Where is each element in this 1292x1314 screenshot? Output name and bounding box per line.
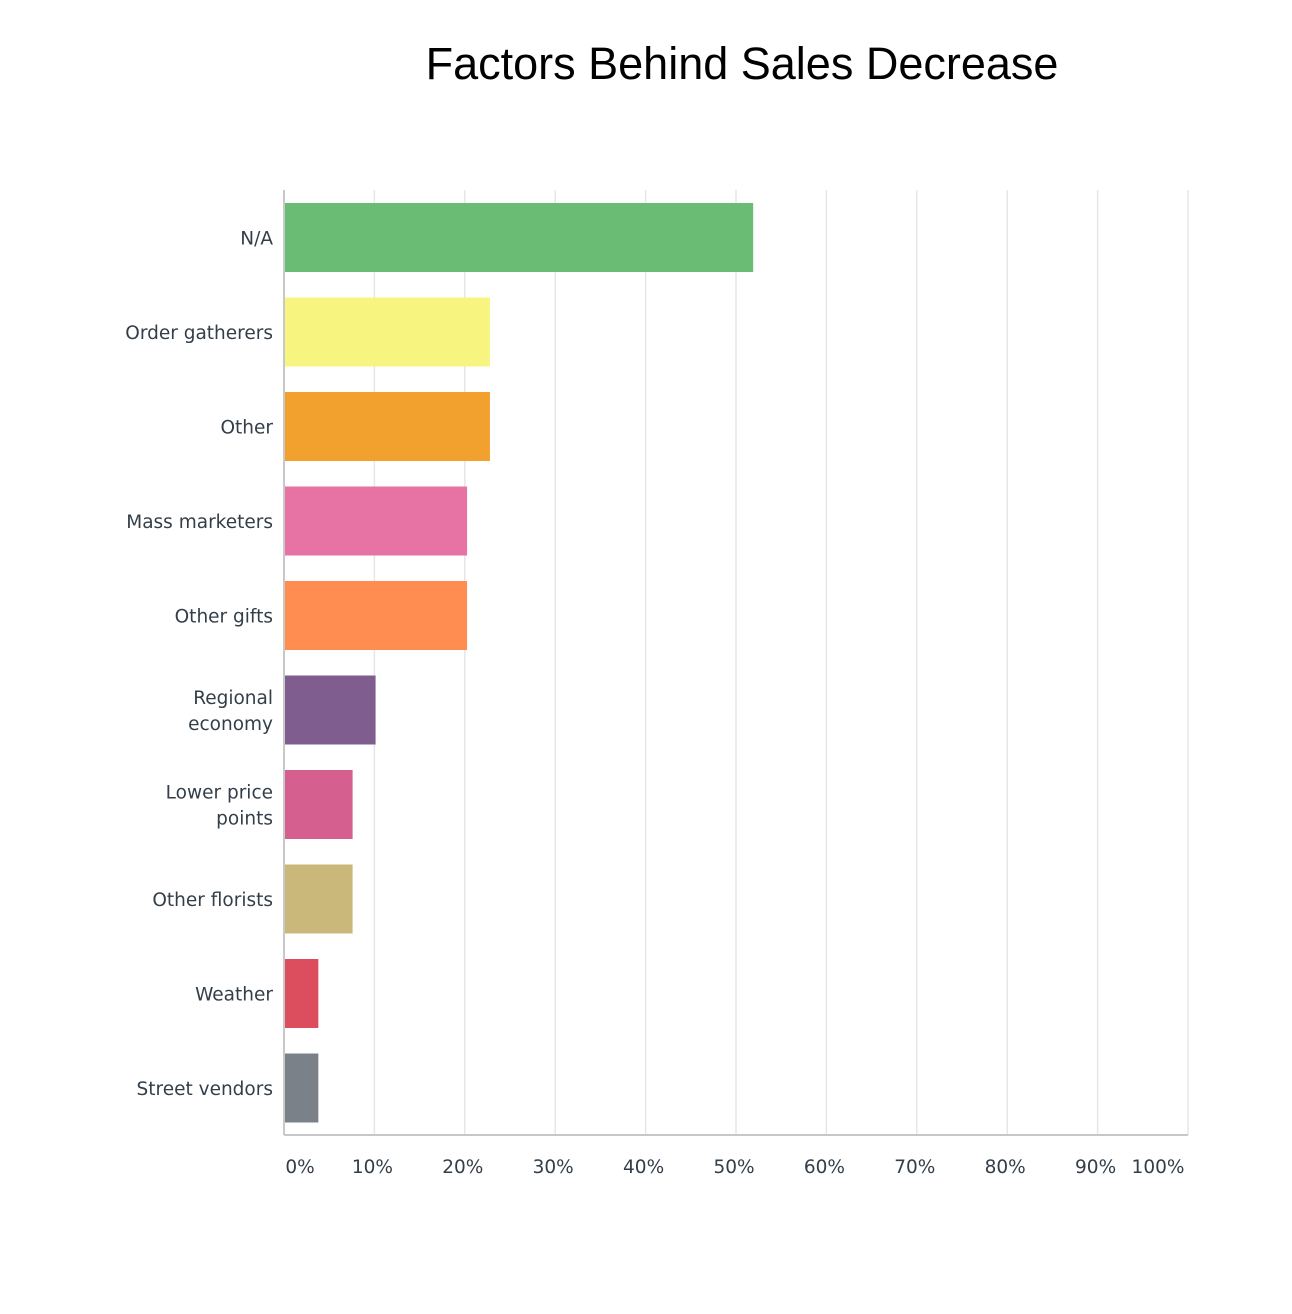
x-tick-label: 40% xyxy=(623,1157,664,1178)
x-tick-labels: 0% 10% 20% 30% 40% 50% 60% 70% 80% 90% 100% xyxy=(285,1157,1184,1178)
category-label: Other gifts xyxy=(175,607,273,628)
category-label: Weather xyxy=(195,985,273,1006)
category-label: Lower price points xyxy=(166,783,273,830)
x-tick-label: 10% xyxy=(352,1157,393,1178)
category-label: Other xyxy=(220,418,273,439)
bar-mass-marketers xyxy=(285,486,468,556)
bar-other-florists xyxy=(285,864,353,934)
category-label-line: Regional xyxy=(193,688,273,709)
category-label: N/A xyxy=(240,229,273,250)
category-label-line: Order gatherers xyxy=(125,323,273,344)
chart-title: Factors Behind Sales Decrease xyxy=(426,38,1059,89)
x-tick-label: 20% xyxy=(442,1157,483,1178)
bar-lower-price-points xyxy=(285,770,353,839)
category-label-line: points xyxy=(216,809,273,830)
category-label-line: Other florists xyxy=(152,890,273,911)
category-label: Street vendors xyxy=(137,1079,273,1100)
category-label-line: N/A xyxy=(240,229,273,250)
bar-other-gifts xyxy=(285,581,468,650)
category-label-line: Lower price xyxy=(166,783,273,804)
category-label-line: Street vendors xyxy=(137,1079,273,1100)
bars xyxy=(285,203,754,1123)
category-label-line: Weather xyxy=(195,985,273,1006)
x-tick-label: 100% xyxy=(1132,1157,1185,1178)
category-label-line: economy xyxy=(188,714,273,735)
bar-street-vendors xyxy=(285,1053,319,1123)
category-label-line: Other xyxy=(220,418,273,439)
bar-weather xyxy=(285,959,319,1028)
x-tick-label: 90% xyxy=(1075,1157,1116,1178)
x-tick-label: 0% xyxy=(285,1157,314,1178)
category-label-line: Other gifts xyxy=(175,607,273,628)
bar-other xyxy=(285,392,490,461)
category-label-line: Mass marketers xyxy=(126,512,273,533)
category-label: Mass marketers xyxy=(126,512,273,533)
category-labels: N/A Order gatherers Other Mass marketers Oth… xyxy=(125,229,273,1101)
x-tick-label: 80% xyxy=(985,1157,1026,1178)
x-tick-label: 50% xyxy=(713,1157,754,1178)
bar-n-a xyxy=(285,203,754,272)
x-tick-label: 30% xyxy=(533,1157,574,1178)
category-label: Other florists xyxy=(152,890,273,911)
x-tick-label: 70% xyxy=(894,1157,935,1178)
category-label: Regional economy xyxy=(188,688,273,735)
bar-regional-economy xyxy=(285,675,376,745)
category-label: Order gatherers xyxy=(125,323,273,344)
x-tick-label: 60% xyxy=(804,1157,845,1178)
bar-order-gatherers xyxy=(285,297,490,367)
